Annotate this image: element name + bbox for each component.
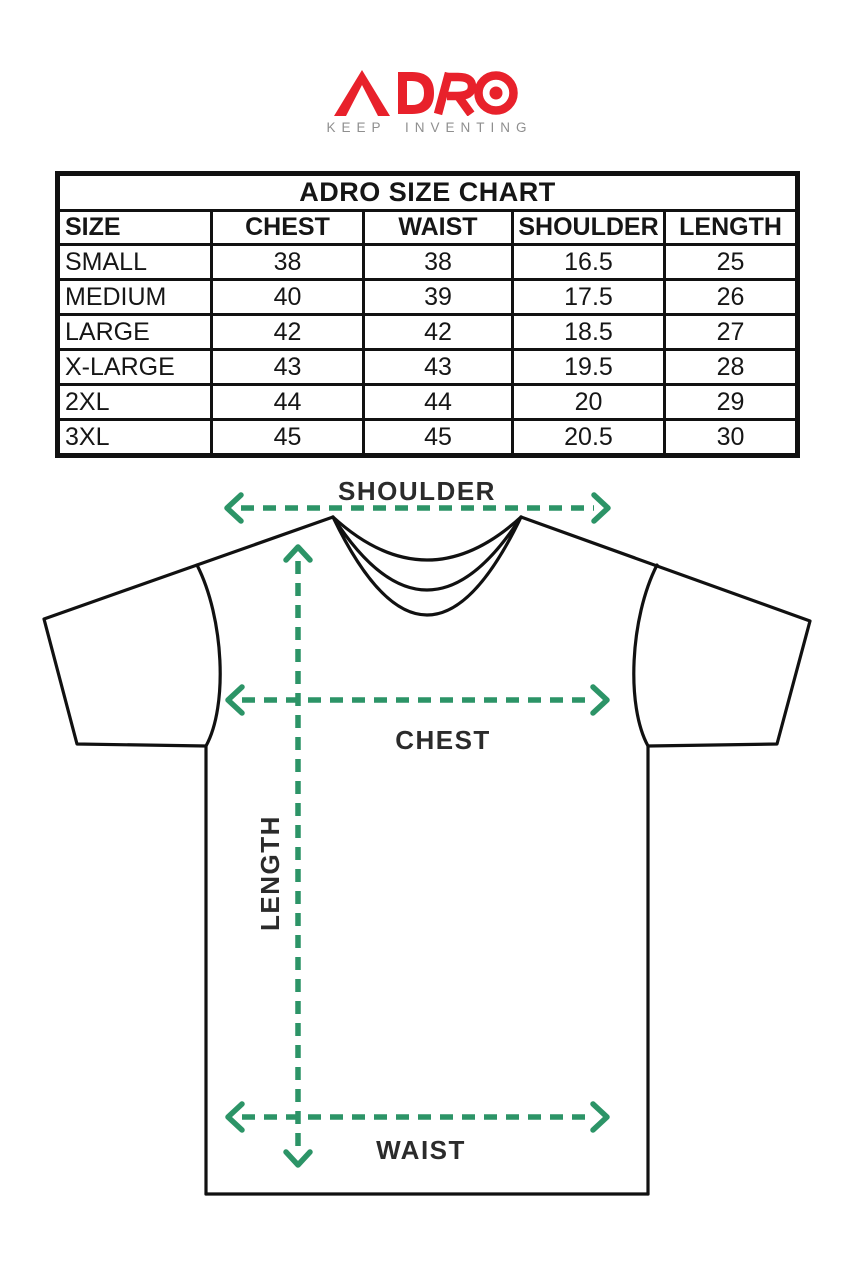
- table-header-row: SIZE CHEST WAIST SHOULDER LENGTH: [56, 209, 800, 246]
- column-header-chest: CHEST: [210, 209, 365, 246]
- column-header-size: SIZE: [56, 209, 213, 246]
- column-header-length: LENGTH: [662, 209, 800, 246]
- cell-waist: 43: [362, 348, 514, 386]
- collar: [331, 515, 523, 617]
- size-chart-section: ADRO SIZE CHART SIZE CHEST WAIST SHOULDE…: [55, 171, 801, 458]
- cell-waist: 39: [362, 278, 514, 316]
- adro-logo: [334, 70, 518, 116]
- cell-shoulder: 19.5: [511, 348, 666, 386]
- cell-waist: 42: [362, 313, 514, 351]
- cell-size: SMALL: [56, 243, 213, 281]
- cell-length: 29: [662, 383, 800, 421]
- cell-shoulder: 20.5: [511, 418, 666, 457]
- cell-waist: 38: [362, 243, 514, 281]
- table-row-2xl: 2XL 44 44 20 29: [56, 383, 800, 421]
- length-arrow: [283, 544, 313, 1168]
- table-title-row: ADRO SIZE CHART: [55, 172, 800, 212]
- cell-size: LARGE: [56, 313, 213, 351]
- cell-length: 26: [662, 278, 800, 316]
- cell-waist: 45: [362, 418, 514, 457]
- logo-letter-d: [398, 72, 434, 114]
- cell-length: 30: [662, 418, 800, 457]
- cell-shoulder: 18.5: [511, 313, 666, 351]
- table-row-large: LARGE 42 42 18.5 27: [56, 313, 800, 351]
- cell-chest: 43: [210, 348, 365, 386]
- size-chart-title: ADRO SIZE CHART: [55, 172, 800, 212]
- cell-size: MEDIUM: [56, 278, 213, 316]
- logo-letter-o: [474, 71, 518, 115]
- logo-letter-a: [334, 70, 390, 116]
- cell-shoulder: 16.5: [511, 243, 666, 281]
- cell-length: 27: [662, 313, 800, 351]
- cell-size: 2XL: [56, 383, 213, 421]
- cell-shoulder: 17.5: [511, 278, 666, 316]
- table-row-small: SMALL 38 38 16.5 25: [56, 243, 800, 281]
- column-header-waist: WAIST: [362, 209, 514, 246]
- cell-chest: 38: [210, 243, 365, 281]
- logo-letter-r: [433, 71, 477, 116]
- table-row-3xl: 3XL 45 45 20.5 30: [56, 418, 800, 457]
- length-label: LENGTH: [255, 815, 285, 931]
- cell-length: 28: [662, 348, 800, 386]
- chest-label: CHEST: [395, 725, 491, 755]
- cell-chest: 45: [210, 418, 365, 457]
- cell-chest: 40: [210, 278, 365, 316]
- cell-size: 3XL: [56, 418, 213, 457]
- cell-size: X-LARGE: [56, 348, 213, 386]
- cell-chest: 42: [210, 313, 365, 351]
- size-chart-table: ADRO SIZE CHART SIZE CHEST WAIST SHOULDE…: [55, 171, 801, 458]
- cell-chest: 44: [210, 383, 365, 421]
- shoulder-arrow: [224, 492, 611, 524]
- tshirt-diagram: SHOULDER CHEST LENGTH WAIST: [42, 476, 812, 1196]
- table-row-medium: MEDIUM 40 39 17.5 26: [56, 278, 800, 316]
- waist-label: WAIST: [376, 1135, 466, 1165]
- logo-tagline: KEEP INVENTING: [326, 120, 533, 135]
- column-header-shoulder: SHOULDER: [511, 209, 666, 246]
- shoulder-label: SHOULDER: [338, 476, 496, 506]
- cell-length: 25: [662, 243, 800, 281]
- table-row-xlarge: X-LARGE 43 43 19.5 28: [56, 348, 800, 386]
- cell-shoulder: 20: [511, 383, 666, 421]
- tshirt-outline: [42, 515, 812, 1196]
- cell-waist: 44: [362, 383, 514, 421]
- chest-arrow: [225, 684, 610, 716]
- waist-arrow: [225, 1101, 610, 1133]
